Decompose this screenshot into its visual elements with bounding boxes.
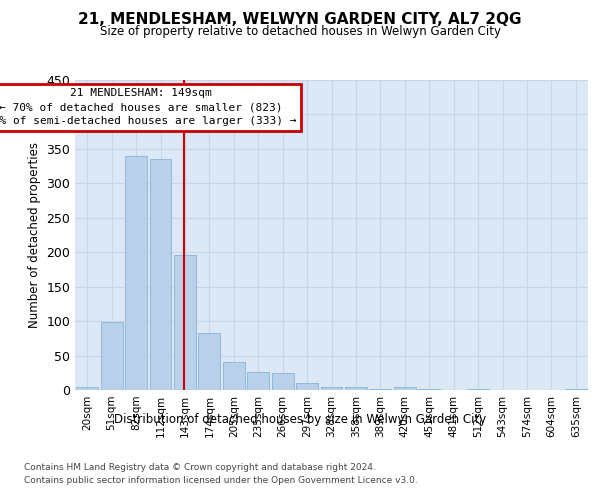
Bar <box>296 383 318 390</box>
Bar <box>394 387 416 390</box>
Text: Contains public sector information licensed under the Open Government Licence v3: Contains public sector information licen… <box>24 476 418 485</box>
Text: Size of property relative to detached houses in Welwyn Garden City: Size of property relative to detached ho… <box>100 25 500 38</box>
Bar <box>76 387 98 390</box>
Bar <box>199 333 220 390</box>
Bar <box>272 374 293 390</box>
Bar <box>247 372 269 390</box>
Bar <box>149 158 172 390</box>
Bar <box>467 388 489 390</box>
Text: Distribution of detached houses by size in Welwyn Garden City: Distribution of detached houses by size … <box>114 412 486 426</box>
Bar <box>174 255 196 390</box>
Bar <box>125 156 147 390</box>
Text: 21, MENDLESHAM, WELWYN GARDEN CITY, AL7 2QG: 21, MENDLESHAM, WELWYN GARDEN CITY, AL7 … <box>78 12 522 28</box>
Bar <box>320 386 343 390</box>
Y-axis label: Number of detached properties: Number of detached properties <box>28 142 41 328</box>
Bar <box>345 387 367 390</box>
Text: Contains HM Land Registry data © Crown copyright and database right 2024.: Contains HM Land Registry data © Crown c… <box>24 462 376 471</box>
Bar <box>223 362 245 390</box>
Bar <box>101 322 122 390</box>
Text: 21 MENDLESHAM: 149sqm
← 70% of detached houses are smaller (823)
28% of semi-det: 21 MENDLESHAM: 149sqm ← 70% of detached … <box>0 88 296 126</box>
